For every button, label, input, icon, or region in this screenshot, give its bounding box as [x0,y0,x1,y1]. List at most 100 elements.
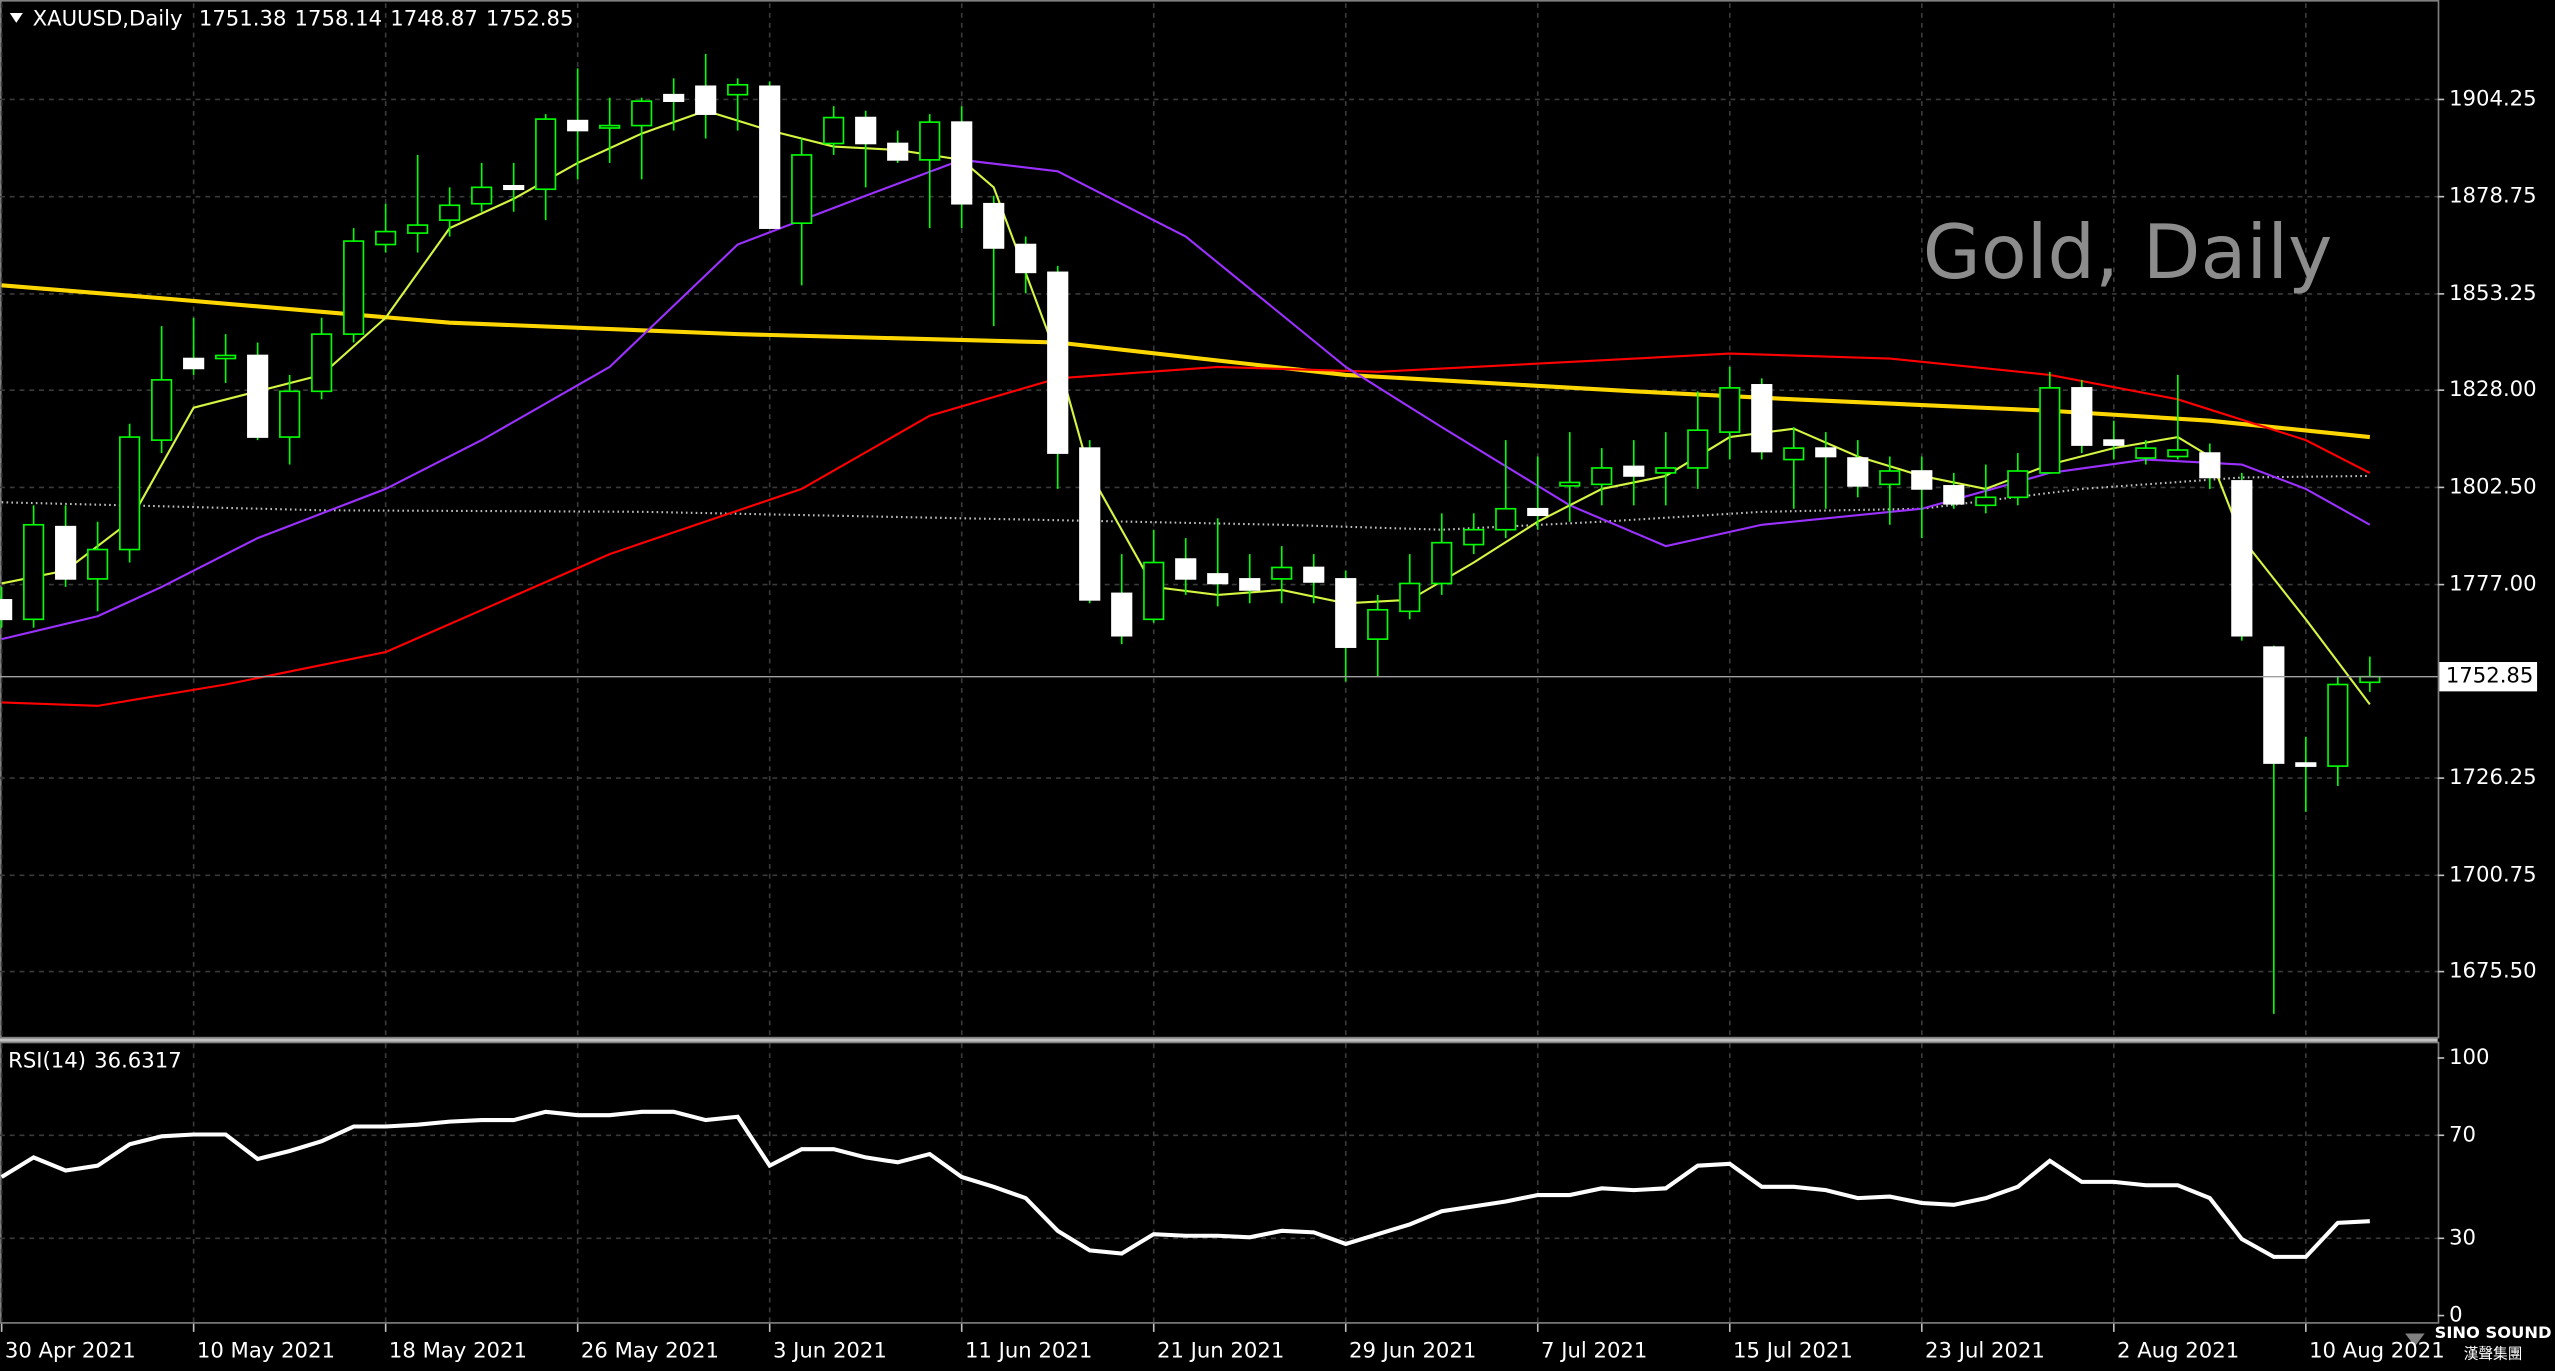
high-value: 1758.14 [295,6,383,31]
y-tick-label: 1777.00 [2449,571,2537,596]
x-tick-label: 3 Jun 2021 [773,1337,887,1362]
symbol: XAUUSD,Daily [33,6,183,31]
candle-body-down [1175,558,1197,580]
candle-body-down [2071,387,2093,446]
candle-body-down [1943,485,1965,505]
candles [0,53,2381,1014]
candle-body-down [0,599,13,621]
candle-body-up [631,100,653,127]
candle-body-down [855,116,877,145]
candle-body-up [599,124,621,129]
candle-body-down [1815,447,1837,458]
watermark: Gold, Daily [1923,208,2333,296]
candle-body-up [2359,675,2381,684]
candle-body-up [2327,683,2349,767]
x-tick-label: 29 Jun 2021 [1349,1337,1476,1362]
candle-body-down [247,354,269,438]
x-tick-label: 18 May 2021 [389,1337,527,1362]
candle-body-up [23,523,45,621]
candle-body-up [215,354,237,360]
candle-body-down [887,142,909,161]
candle-body-down [695,85,717,115]
rsi-header: RSI(14) 36.6317 [8,1047,182,1072]
candle-body-up [823,116,845,145]
candle-body-up [1879,470,1901,486]
candle-body-up [375,230,397,246]
y-tick-label: 1726.25 [2449,764,2537,789]
x-tick-label: 26 May 2021 [581,1337,719,1362]
rsi-tick-label: 70 [2449,1121,2476,1146]
candle-body-down [1015,243,1037,274]
candle-body-up [87,548,109,580]
candle-body-down [1751,384,1773,453]
rsi-tick-label: 100 [2449,1044,2489,1069]
y-tick-label: 1853.25 [2449,280,2537,305]
candle-body-down [2263,646,2285,764]
candle-body-up [1143,561,1165,621]
y-tick-label: 1675.50 [2449,958,2537,983]
candle-body-up [2039,387,2061,474]
moving-average-line [1,474,2370,531]
y-tick-label: 1878.75 [2449,183,2537,208]
candle-body-down [503,184,525,191]
candle-body-up [1783,447,1805,461]
symbol-menu-arrow [9,13,23,23]
close-value: 1752.85 [486,6,574,31]
candle-body-up [1463,528,1485,546]
x-tick-label: 7 Jul 2021 [1541,1337,1647,1362]
candle-body-up [151,379,173,441]
candle-body-up [1687,429,1709,469]
candle-body-up [1495,507,1517,531]
candle-body-down [759,85,781,229]
candle-body-down [2103,439,2125,446]
candle-body-up [727,83,749,96]
candle-body-down [951,121,973,205]
candle-body-up [311,333,333,393]
candle-body-up [1719,387,1741,433]
candle-body-down [1303,566,1325,583]
open-value: 1751.38 [199,6,287,31]
candle-body-up [1975,496,1997,507]
current-price-tag [2439,662,2538,692]
candle-body-up [535,118,557,191]
candle-body-up [1591,467,1613,486]
candle-body-down [567,119,589,132]
candle-body-down [663,93,685,102]
y-tick-label: 1700.75 [2449,861,2537,886]
moving-average-line [1,158,2371,641]
low-value: 1748.87 [390,6,478,31]
x-tick-label: 11 Jun 2021 [965,1337,1092,1362]
x-tick-label: 21 Jun 2021 [1157,1337,1284,1362]
candle-body-down [1239,578,1261,591]
candle-body-down [983,202,1005,249]
rsi-tick-label: 30 [2449,1224,2476,1249]
candle-body-up [119,436,141,551]
candle-body-up [1431,541,1453,585]
candle-body-down [2295,762,2317,767]
price-panel-frame [0,0,2440,1039]
candle-body-up [1271,566,1293,580]
logo-subtext: 漢聲集團 [2464,1346,2523,1363]
candle-body-down [1079,447,1101,601]
candle-body-down [1911,470,1933,490]
candle-body-down [1047,271,1069,454]
y-tick-label: 1904.25 [2449,85,2537,110]
candle-body-up [1655,467,1677,474]
rsi-tick-label: 0 [2449,1302,2462,1327]
grid [0,3,2438,1323]
chart-header: XAUUSD,Daily 1751.38 1758.14 1748.87 1752.85 [33,6,574,31]
candle-body-down [1111,592,1133,637]
x-tick-label: 23 Jul 2021 [1925,1337,2045,1362]
current-price-label: 1752.85 [2446,663,2534,688]
candle-body-down [55,525,77,580]
candle-body-up [343,240,365,335]
candle-body-up [471,186,493,205]
rsi-value: 36.6317 [94,1047,182,1072]
candle-body-up [1559,481,1581,487]
candle-body-up [2167,449,2189,458]
chart-shift-marker [2405,1333,2425,1347]
logo-text: SINO SOUND [2435,1323,2552,1342]
